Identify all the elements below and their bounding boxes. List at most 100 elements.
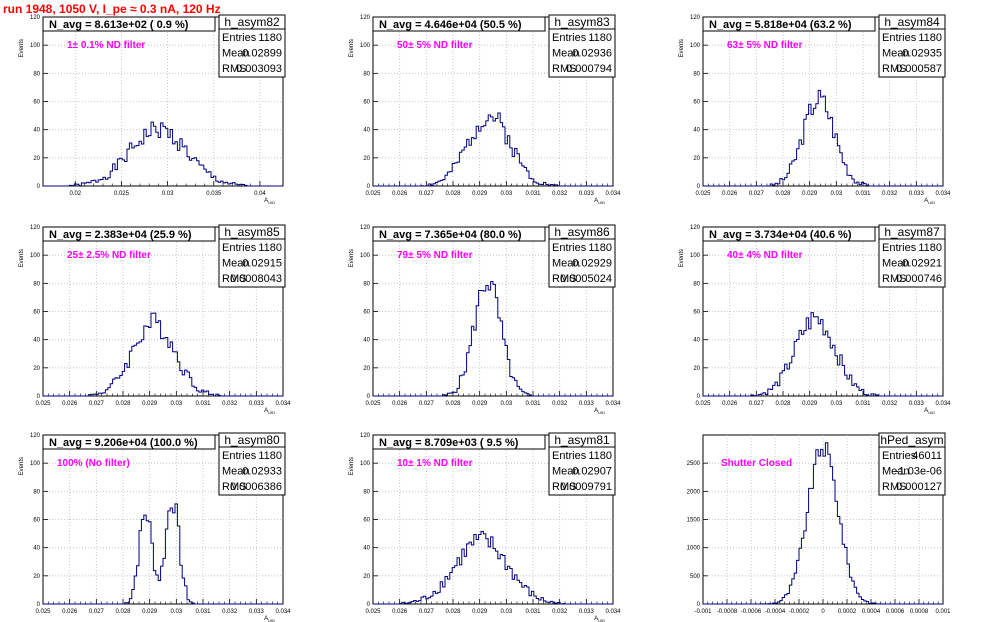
stats-key: Entries (552, 242, 587, 254)
stats-box (878, 28, 946, 78)
x-tick-label: -0.001 (694, 609, 712, 615)
x-tick-label: 0.032 (552, 401, 568, 407)
y-tick-label: 1000 (687, 546, 701, 552)
stats-key: Entries (222, 242, 257, 254)
stats-key: Mean (882, 258, 910, 270)
y-tick-label: 100 (360, 253, 371, 259)
y-tick-label: 60 (363, 310, 370, 316)
stats-title: h_asym81 (554, 433, 610, 447)
x-tick-label: 0.0008 (910, 609, 929, 615)
x-axis-label: AUID (594, 408, 605, 415)
stats-key: RMS (882, 273, 906, 285)
y-tick-label: 2500 (687, 461, 701, 467)
x-tick-label: 0.025 (695, 401, 711, 407)
y-axis-label: Events (349, 249, 355, 267)
navg-label: N_avg = 7.365e+04 (80.0 %) (379, 229, 522, 241)
stats-value: 0.0008043 (230, 273, 282, 285)
x-tick-label: 0.028 (115, 401, 131, 407)
x-tick-label: -0.0006 (741, 609, 762, 615)
filter-label: 25± 2.5% ND filter (67, 250, 151, 261)
stats-title: h_asym83 (554, 15, 610, 29)
histogram-line (373, 281, 613, 397)
x-tick-label: 0.032 (552, 609, 568, 615)
navg-label: N_avg = 8.709e+03 ( 9.5 %) (379, 437, 519, 449)
x-tick-label: 0.03 (170, 401, 182, 407)
x-tick-label: 0.029 (802, 191, 818, 197)
x-tick-label: 0.028 (775, 401, 791, 407)
histogram-panel-h_asym81: 0.025 0.026 0.027 0.028 0.029 0.03 0.031 0.032 0… (349, 432, 621, 622)
stats-value: 0.02936 (572, 48, 612, 60)
stats-key: Entries (552, 450, 587, 462)
x-tick-label: -0.0004 (765, 609, 786, 615)
histogram-line (703, 442, 943, 605)
navg-box (702, 16, 876, 32)
y-tick-label: 100 (360, 461, 371, 467)
stats-value: 0.0006386 (230, 481, 282, 493)
stats-value: 1180 (258, 32, 282, 44)
x-tick-label: 0.032 (222, 401, 238, 407)
histogram-panel-h_asym86: 0.025 0.026 0.027 0.028 0.029 0.03 0.031 0.032 0… (349, 224, 621, 415)
y-tick-label: 40 (363, 546, 370, 552)
stats-key: RMS (882, 63, 906, 75)
stats-title: h_asym82 (224, 15, 280, 29)
y-tick-label: 100 (30, 43, 41, 49)
x-tick-label: 0.0002 (838, 609, 857, 615)
x-tick-label: 0.033 (579, 609, 595, 615)
x-tick-label: 0.034 (935, 401, 951, 407)
y-tick-label: 80 (33, 71, 40, 77)
stats-box (548, 446, 616, 496)
x-tick-label: 0.03 (830, 401, 842, 407)
stats-value: 0.000587 (896, 63, 942, 75)
y-tick-label: 1500 (687, 518, 701, 524)
histogram-line (43, 312, 283, 397)
x-tick-label: 0.033 (249, 401, 265, 407)
stats-box (878, 446, 946, 496)
filter-label: 1± 0.1% ND filter (67, 40, 145, 51)
y-tick-label: 60 (693, 100, 700, 106)
x-tick-label: 0 (821, 609, 825, 615)
stats-value: 1180 (588, 450, 612, 462)
y-tick-label: 120 (690, 225, 701, 231)
histogram-line (703, 312, 943, 397)
filter-label: Shutter Closed (721, 458, 792, 469)
stats-key: Entries (222, 450, 257, 462)
y-tick-label: 60 (33, 310, 40, 316)
stats-key: Entries (882, 32, 917, 44)
y-tick-label: 500 (690, 574, 701, 580)
navg-label: N_avg = 8.613e+02 ( 0.9 %) (49, 19, 189, 31)
navg-box (372, 16, 546, 32)
x-tick-label: 0.033 (909, 401, 925, 407)
stats-value: 0.02921 (902, 258, 942, 270)
stats-value: 0.02899 (242, 48, 282, 60)
x-tick-label: 0.031 (855, 401, 871, 407)
filter-label: 40± 4% ND filter (727, 250, 803, 261)
stats-key: Entries (882, 242, 917, 254)
x-tick-label: 0.03 (500, 609, 512, 615)
stats-value: 1180 (588, 242, 612, 254)
x-tick-label: 0.03 (162, 191, 174, 197)
y-tick-label: 120 (30, 15, 41, 21)
x-tick-label: 0.034 (275, 401, 291, 407)
y-tick-label: 80 (363, 71, 370, 77)
navg-box (42, 226, 216, 242)
x-tick-label: 0.03 (830, 191, 842, 197)
y-tick-label: 80 (33, 281, 40, 287)
x-tick-label: 0.032 (552, 191, 568, 197)
navg-label: N_avg = 5.818e+04 (63.2 %) (709, 19, 852, 31)
x-tick-label: 0.026 (62, 401, 78, 407)
y-tick-label: 0 (367, 602, 371, 608)
filter-label: 79± 5% ND filter (397, 250, 473, 261)
stats-value: 0.02907 (572, 466, 612, 478)
stats-value: 0.000746 (896, 273, 942, 285)
stats-key: RMS (222, 63, 246, 75)
y-tick-label: 100 (30, 253, 41, 259)
stats-key: Mean (882, 466, 910, 478)
stats-key: RMS (222, 273, 246, 285)
y-tick-label: 120 (360, 433, 371, 439)
histogram-line (373, 530, 613, 605)
y-axis-label: Events (679, 39, 685, 57)
y-tick-label: 80 (693, 281, 700, 287)
stats-value: 1180 (258, 242, 282, 254)
y-tick-label: 120 (30, 225, 41, 231)
